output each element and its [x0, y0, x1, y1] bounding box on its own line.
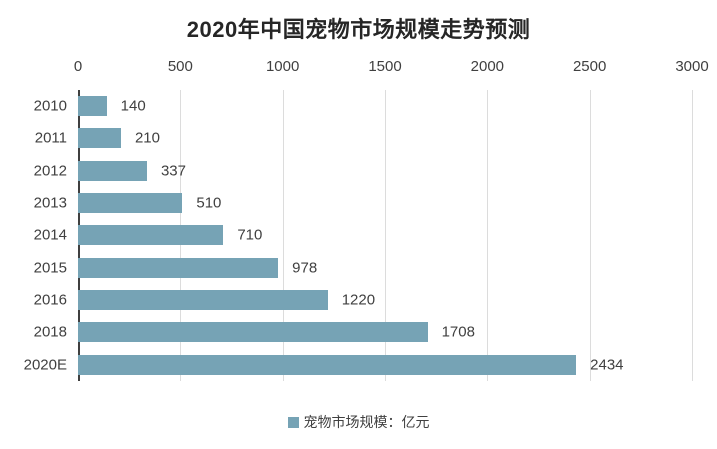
x-tick-label: 0	[73, 58, 83, 75]
bar-row: 2015 978	[34, 252, 692, 284]
value-label: 1708	[441, 323, 475, 341]
value-label: 2434	[590, 356, 624, 374]
bar	[78, 290, 328, 311]
category-label: 2018	[33, 323, 67, 341]
category-label: 2011	[34, 129, 67, 147]
value-label: 510	[196, 194, 222, 212]
bar	[78, 160, 147, 181]
bar	[78, 225, 224, 246]
bar-row: 2018 1708	[34, 316, 692, 348]
value-label: 210	[134, 129, 160, 147]
value-label: 140	[120, 97, 146, 115]
bar	[78, 128, 121, 149]
bar-row: 2016 1220	[34, 284, 692, 316]
bar-row: 2012 337	[34, 155, 692, 187]
gridline	[487, 90, 489, 381]
bar-rows: 2010 140 2011 210 2012 337 2013 510 2014 710 2015 9…	[24, 90, 692, 381]
value-label: 1220	[341, 291, 376, 309]
legend-label: 宠物市场规模：亿元	[303, 414, 430, 430]
gridline	[692, 90, 693, 381]
category-label: 2010	[33, 97, 67, 115]
category-label: 2014	[33, 226, 67, 244]
bar-row: 2013 510	[34, 187, 692, 219]
gridline	[385, 90, 386, 381]
chart-title: 2020年中国宠物市场规模走势预测	[186, 17, 531, 42]
bar-row: 2020E 2434	[24, 349, 692, 381]
x-tick-label: 1000	[265, 58, 300, 75]
x-tick-label: 500	[167, 58, 193, 75]
x-tick-label: 1500	[368, 58, 402, 75]
category-label: 2015	[33, 259, 67, 277]
category-label: 2016	[33, 291, 67, 309]
plot-area: 2010 140 2011 210 2012 337 2013 510 2014 710 2015 9…	[24, 90, 693, 381]
bar	[78, 257, 279, 278]
gridline	[282, 90, 284, 381]
gridline	[589, 90, 591, 381]
x-tick-label: 2000	[470, 58, 505, 75]
legend: 宠物市场规模：亿元	[0, 412, 717, 432]
category-label: 2020E	[23, 356, 67, 374]
legend-swatch-icon	[287, 416, 299, 428]
value-label: 337	[160, 162, 186, 180]
bar	[78, 322, 428, 343]
x-tick-label: 3000	[675, 58, 709, 75]
bar-row: 2010 140	[34, 90, 692, 122]
value-label: 978	[292, 259, 318, 277]
bar	[78, 96, 107, 117]
bar	[78, 354, 577, 375]
x-axis: 0 500 1000 1500 2000 2500 3000	[74, 58, 709, 78]
value-label: 710	[237, 226, 263, 244]
bar-row: 2011 210	[35, 122, 692, 154]
x-tick-label: 2500	[572, 58, 607, 75]
bar-row: 2014 710	[34, 219, 692, 251]
category-label: 2013	[33, 194, 67, 212]
category-label: 2012	[33, 162, 67, 180]
bar	[78, 193, 183, 214]
